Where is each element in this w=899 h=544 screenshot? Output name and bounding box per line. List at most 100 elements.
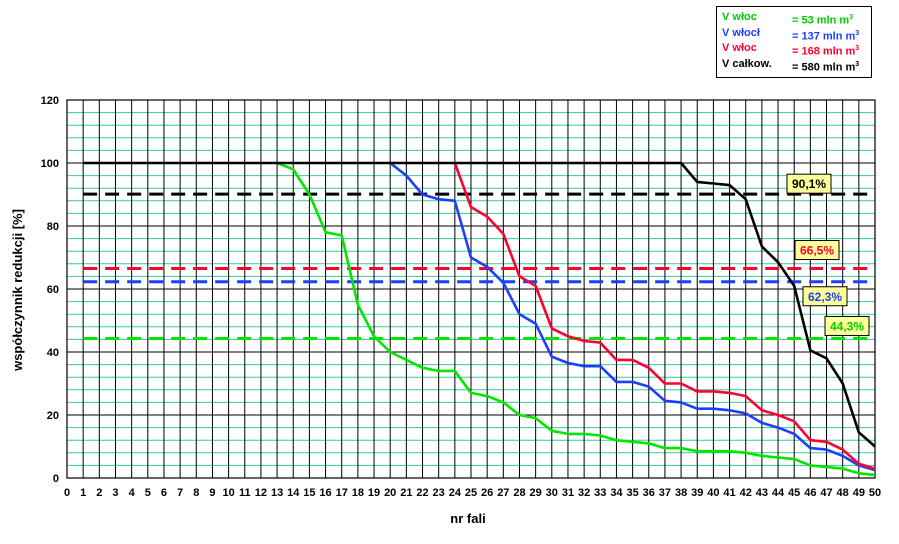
y-tick-label: 20	[47, 410, 59, 422]
x-tick-label: 13	[271, 487, 283, 499]
legend-item-sup: 3	[849, 14, 854, 21]
threshold-labels: 90,1% 66,5% 62,3% 44,3%	[786, 173, 870, 336]
x-tick-label: 45	[788, 487, 800, 499]
threshold-lines	[83, 192, 875, 340]
x-tick-label: 26	[481, 487, 493, 499]
legend-item-value: = 53 mln m3	[792, 10, 853, 29]
x-tick-label: 44	[772, 487, 785, 499]
x-tick-label: 41	[723, 487, 735, 499]
x-tick-label: 4	[129, 487, 136, 499]
legend-item: V włoc = 53 mln m3	[722, 10, 866, 29]
x-tick-label: 28	[513, 487, 525, 499]
x-tick-label: 40	[707, 487, 719, 499]
chart-legend: V włoc = 53 mln m3 V włocł = 137 mln m3 …	[716, 6, 872, 78]
x-tick-label: 34	[610, 487, 623, 499]
x-tick-label: 35	[626, 487, 638, 499]
threshold-label: 66,5%	[800, 244, 834, 258]
x-tick-label: 30	[546, 487, 558, 499]
x-tick-label: 46	[804, 487, 816, 499]
x-tick-label: 19	[368, 487, 380, 499]
x-tick-label: 1	[80, 487, 86, 499]
legend-item-value: = 137 mln m3	[792, 26, 859, 45]
legend-item-sup: 3	[855, 45, 860, 52]
series-line	[276, 161, 876, 477]
x-tick-label: 39	[691, 487, 703, 499]
x-tick-label: 10	[222, 487, 234, 499]
legend-item-sup: 3	[855, 29, 860, 37]
x-tick-label: 24	[449, 487, 462, 499]
x-tick-label: 29	[530, 487, 542, 499]
y-tick-label: 60	[47, 284, 59, 296]
x-tick-label: 25	[465, 487, 477, 499]
y-tick-label: 120	[41, 95, 59, 107]
x-tick-label: 18	[352, 487, 364, 499]
legend-item: V włocł = 137 mln m3	[722, 26, 866, 45]
legend-item-name: V całkow.	[722, 57, 772, 70]
legend-item-name: V włoc	[722, 11, 757, 23]
plot-frame	[66, 99, 876, 479]
x-tick-label: 31	[562, 487, 574, 499]
y-tick-label: 0	[53, 473, 59, 485]
legend-item: V włoc = 168 mln m3	[722, 41, 866, 60]
legend-item-value-text: = 137 mln m	[792, 30, 856, 43]
x-tick-label: 20	[384, 487, 396, 499]
y-tick-label: 100	[41, 158, 59, 170]
x-tick-label: 22	[416, 487, 428, 499]
chart-series	[83, 161, 876, 477]
legend-item-value-text: = 53 mln m	[792, 14, 850, 27]
x-tick-label: 9	[209, 487, 215, 499]
x-tick-label: 42	[740, 487, 752, 499]
threshold-label-box	[786, 173, 832, 194]
x-tick-label: 14	[287, 487, 300, 499]
x-tick-label: 15	[303, 487, 315, 499]
x-tick-label: 23	[433, 487, 445, 499]
tick-labels: 0 1 2 3 4 5 6 7 8 9 10 11 12 13 14 15 16 17 18 19 20 21 22 23 24…	[41, 95, 881, 499]
x-tick-label: 27	[497, 487, 509, 499]
x-tick-label: 3	[112, 487, 118, 499]
x-tick-label: 50	[869, 487, 881, 499]
x-tick-label: 47	[820, 487, 832, 499]
legend-item-value-text: = 580 mln m	[792, 61, 856, 74]
threshold-label-box	[794, 240, 840, 261]
legend-item: V całkow. = 580 mln m3	[722, 57, 866, 76]
legend-item-name: V włoc	[722, 42, 757, 54]
x-tick-label: 43	[756, 487, 768, 499]
x-tick-label: 49	[853, 487, 865, 499]
x-tick-label: 6	[161, 487, 167, 499]
legend-item-value-text: = 168 mln m	[792, 45, 856, 58]
y-tick-label: 80	[47, 221, 59, 233]
threshold-label: 62,3%	[808, 290, 842, 304]
legend-item-value: = 580 mln m3	[792, 57, 859, 76]
threshold-label-box	[824, 315, 870, 336]
x-tick-label: 0	[64, 487, 70, 499]
x-tick-label: 37	[659, 487, 671, 499]
chart-grid	[66, 99, 876, 479]
y-axis-title: współczynnik redukcji [%]	[10, 209, 25, 372]
x-tick-label: 33	[594, 487, 606, 499]
x-tick-label: 16	[319, 487, 331, 499]
series-line	[389, 161, 876, 472]
x-tick-label: 7	[177, 487, 183, 499]
series-line	[453, 162, 876, 470]
x-tick-label: 32	[578, 487, 590, 499]
series-line	[83, 161, 876, 448]
x-axis-title: nr fali	[450, 511, 485, 526]
x-tick-label: 5	[145, 487, 151, 499]
x-tick-label: 36	[643, 487, 655, 499]
threshold-label: 90,1%	[792, 177, 826, 191]
x-tick-label: 17	[336, 487, 348, 499]
threshold-label: 44,3%	[830, 319, 864, 333]
x-tick-label: 21	[400, 487, 412, 499]
x-tick-label: 48	[837, 487, 849, 499]
threshold-label-box	[802, 286, 848, 307]
x-tick-label: 12	[255, 487, 267, 499]
x-tick-label: 8	[193, 487, 199, 499]
x-tick-label: 2	[96, 487, 102, 499]
y-tick-label: 40	[47, 347, 59, 359]
x-tick-label: 38	[675, 487, 687, 499]
legend-item-value: = 168 mln m3	[792, 41, 859, 60]
legend-item-sup: 3	[855, 60, 860, 68]
x-tick-label: 11	[239, 487, 251, 499]
legend-item-name: V włocł	[722, 26, 760, 39]
